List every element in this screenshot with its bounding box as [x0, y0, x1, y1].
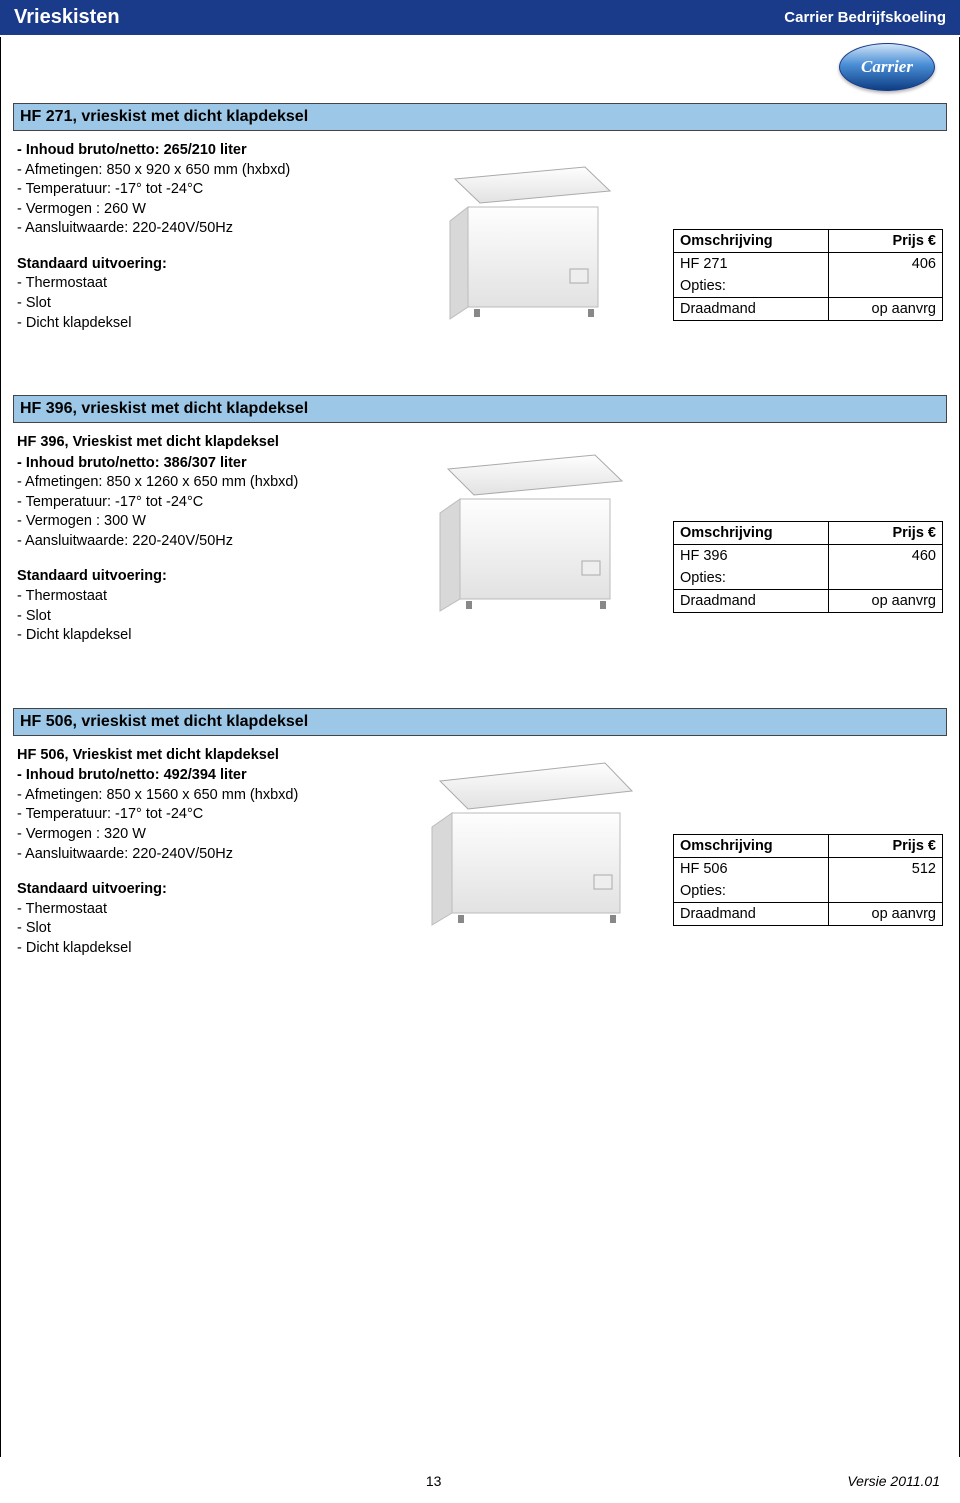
- header-company: Carrier Bedrijfskoeling: [784, 9, 946, 26]
- product-block: - Inhoud bruto/netto: 265/210 liter - Af…: [13, 131, 947, 349]
- page-footer: 13 Versie 2011.01: [0, 1473, 960, 1489]
- std-item: - Thermostaat: [17, 587, 377, 607]
- std-item: - Slot: [17, 919, 377, 939]
- th-price: Prijs €: [829, 230, 943, 253]
- spec-bold: - Inhoud bruto/netto: 386/307 liter: [17, 454, 377, 474]
- td-optval: op aanvrg: [829, 902, 943, 925]
- std-title: Standaard uitvoering:: [17, 255, 377, 275]
- td-model: HF 506: [674, 857, 829, 880]
- footer-version: Versie 2011.01: [847, 1473, 940, 1489]
- section-header: HF 396, vrieskist met dicht klapdeksel: [13, 395, 947, 423]
- freezer-icon: [410, 441, 640, 616]
- product-specs: HF 396, Vrieskist met dicht klapdeksel -…: [17, 433, 377, 646]
- std-title: Standaard uitvoering:: [17, 567, 377, 587]
- freezer-icon: [410, 149, 640, 324]
- price-table: OmschrijvingPrijs € HF 506512 Opties: Dr…: [673, 834, 943, 926]
- th-price: Prijs €: [829, 834, 943, 857]
- spec-line: - Vermogen : 320 W: [17, 825, 377, 845]
- td-optval: op aanvrg: [829, 298, 943, 321]
- spec-line: - Temperatuur: -17° tot -24°C: [17, 805, 377, 825]
- td-model: HF 271: [674, 253, 829, 276]
- th-desc: Omschrijving: [674, 522, 829, 545]
- std-item: - Slot: [17, 607, 377, 627]
- product-image: [395, 746, 655, 936]
- spec-bold: - Inhoud bruto/netto: 492/394 liter: [17, 766, 377, 786]
- spec-line: - Temperatuur: -17° tot -24°C: [17, 493, 377, 513]
- carrier-logo-icon: Carrier: [839, 43, 935, 91]
- price-table: OmschrijvingPrijs € HF 271406 Opties: Dr…: [673, 229, 943, 321]
- td-optname: Draadmand: [674, 298, 829, 321]
- std-title: Standaard uitvoering:: [17, 880, 377, 900]
- spec-line: - Aansluitwaarde: 220-240V/50Hz: [17, 845, 377, 865]
- td-optval: op aanvrg: [829, 590, 943, 613]
- td-model: HF 396: [674, 545, 829, 568]
- page-body: Carrier HF 271, vrieskist met dicht klap…: [0, 37, 960, 1457]
- product-block: HF 396, Vrieskist met dicht klapdeksel -…: [13, 423, 947, 662]
- section-header: HF 271, vrieskist met dicht klapdeksel: [13, 103, 947, 131]
- product-image: [395, 433, 655, 623]
- page-number: 13: [426, 1473, 442, 1489]
- product-specs: - Inhoud bruto/netto: 265/210 liter - Af…: [17, 141, 377, 333]
- td-opties: Opties:: [674, 880, 829, 903]
- product-block: HF 506, Vrieskist met dicht klapdeksel -…: [13, 736, 947, 975]
- freezer-icon: [410, 753, 640, 928]
- spec-line: - Aansluitwaarde: 220-240V/50Hz: [17, 532, 377, 552]
- price-table: OmschrijvingPrijs € HF 396460 Opties: Dr…: [673, 521, 943, 613]
- spec-bold: - Inhoud bruto/netto: 265/210 liter: [17, 141, 377, 161]
- std-item: - Thermostaat: [17, 900, 377, 920]
- th-desc: Omschrijving: [674, 230, 829, 253]
- th-price: Prijs €: [829, 522, 943, 545]
- spec-line: - Aansluitwaarde: 220-240V/50Hz: [17, 219, 377, 239]
- td-price: 460: [829, 545, 943, 568]
- product-specs: HF 506, Vrieskist met dicht klapdeksel -…: [17, 746, 377, 959]
- std-item: - Thermostaat: [17, 274, 377, 294]
- td-opties: Opties:: [674, 275, 829, 298]
- spec-line: - Afmetingen: 850 x 1260 x 650 mm (hxbxd…: [17, 473, 377, 493]
- section-header: HF 506, vrieskist met dicht klapdeksel: [13, 708, 947, 736]
- th-desc: Omschrijving: [674, 834, 829, 857]
- spec-line: - Vermogen : 300 W: [17, 512, 377, 532]
- spec-line: - Afmetingen: 850 x 920 x 650 mm (hxbxd): [17, 161, 377, 181]
- td-price: 512: [829, 857, 943, 880]
- std-item: - Dicht klapdeksel: [17, 314, 377, 334]
- std-item: - Dicht klapdeksel: [17, 939, 377, 959]
- header-title: Vrieskisten: [14, 6, 120, 29]
- td-price: 406: [829, 253, 943, 276]
- spec-line: - Temperatuur: -17° tot -24°C: [17, 180, 377, 200]
- product-subtitle: HF 396, Vrieskist met dicht klapdeksel: [17, 433, 377, 453]
- td-optname: Draadmand: [674, 590, 829, 613]
- std-item: - Dicht klapdeksel: [17, 626, 377, 646]
- spec-line: - Vermogen : 260 W: [17, 200, 377, 220]
- page-header: Vrieskisten Carrier Bedrijfskoeling: [0, 0, 960, 37]
- product-image: [395, 141, 655, 331]
- td-optname: Draadmand: [674, 902, 829, 925]
- product-subtitle: HF 506, Vrieskist met dicht klapdeksel: [17, 746, 377, 766]
- std-item: - Slot: [17, 294, 377, 314]
- td-opties: Opties:: [674, 567, 829, 590]
- spec-line: - Afmetingen: 850 x 1560 x 650 mm (hxbxd…: [17, 786, 377, 806]
- brand-logo: Carrier: [839, 43, 935, 91]
